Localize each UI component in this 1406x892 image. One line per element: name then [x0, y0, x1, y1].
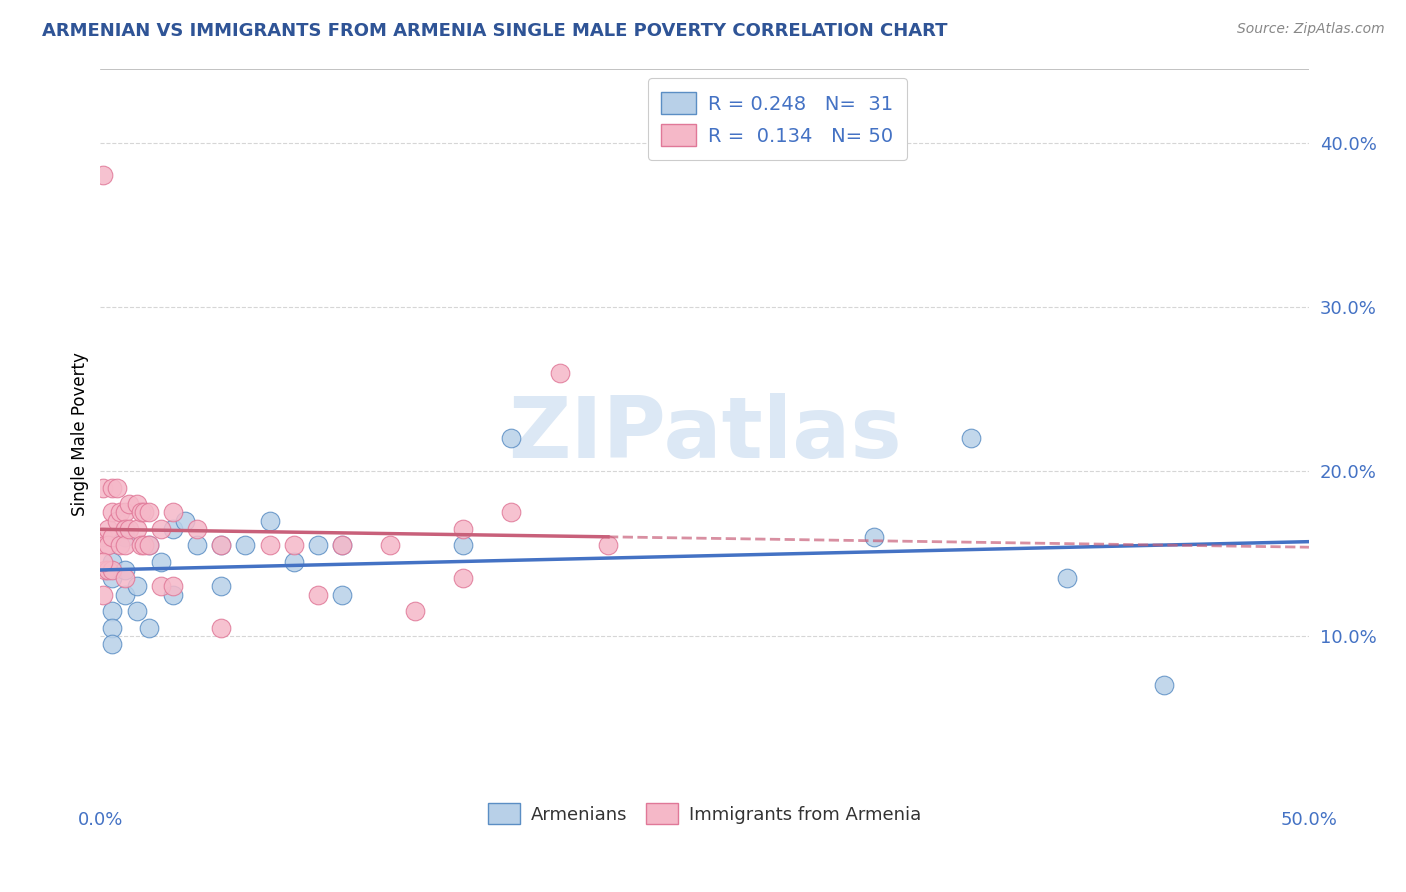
Point: [101, 563, 124, 577]
Point: [114, 522, 136, 536]
Point: [101, 530, 124, 544]
Point: [259, 514, 281, 528]
Point: [125, 579, 148, 593]
Point: [209, 579, 232, 593]
Point: [108, 538, 131, 552]
Point: [114, 530, 136, 544]
Point: [283, 555, 305, 569]
Point: [1056, 571, 1078, 585]
Point: [451, 538, 474, 552]
Point: [118, 497, 141, 511]
Point: [380, 538, 402, 552]
Point: [108, 506, 131, 520]
Point: [131, 538, 153, 552]
Point: [149, 579, 172, 593]
Point: [451, 522, 474, 536]
Text: Source: ZipAtlas.com: Source: ZipAtlas.com: [1237, 22, 1385, 37]
Point: [101, 506, 124, 520]
Point: [451, 571, 474, 585]
Point: [125, 497, 148, 511]
Point: [209, 538, 232, 552]
Point: [174, 514, 197, 528]
Point: [209, 538, 232, 552]
Point: [149, 522, 172, 536]
Point: [114, 506, 136, 520]
Point: [259, 538, 281, 552]
Point: [91, 169, 114, 183]
Point: [114, 588, 136, 602]
Point: [118, 522, 141, 536]
Point: [235, 538, 257, 552]
Point: [149, 555, 172, 569]
Point: [138, 506, 160, 520]
Point: [91, 588, 114, 602]
Point: [548, 366, 571, 380]
Point: [105, 514, 128, 528]
Y-axis label: Single Male Poverty: Single Male Poverty: [72, 352, 89, 516]
Point: [101, 637, 124, 651]
Point: [132, 506, 155, 520]
Point: [162, 579, 184, 593]
Point: [97, 538, 120, 552]
Point: [138, 621, 160, 635]
Point: [94, 563, 117, 577]
Point: [162, 522, 184, 536]
Point: [209, 621, 232, 635]
Point: [863, 530, 886, 544]
Point: [138, 538, 160, 552]
Point: [91, 530, 114, 544]
Point: [162, 506, 184, 520]
Point: [97, 522, 120, 536]
Point: [131, 506, 153, 520]
Point: [101, 604, 124, 618]
Point: [330, 588, 353, 602]
Point: [501, 432, 523, 446]
Point: [186, 538, 208, 552]
Point: [283, 538, 305, 552]
Point: [162, 588, 184, 602]
Point: [307, 538, 329, 552]
Point: [186, 522, 208, 536]
Point: [330, 538, 353, 552]
Point: [125, 604, 148, 618]
Point: [114, 571, 136, 585]
Point: [101, 621, 124, 635]
Point: [404, 604, 426, 618]
Point: [596, 538, 619, 552]
Point: [307, 588, 329, 602]
Point: [501, 506, 523, 520]
Point: [101, 571, 124, 585]
Point: [125, 522, 148, 536]
Point: [132, 538, 155, 552]
Point: [97, 563, 120, 577]
Point: [138, 538, 160, 552]
Point: [1153, 678, 1175, 692]
Point: [91, 555, 114, 569]
Point: [114, 538, 136, 552]
Point: [330, 538, 353, 552]
Text: ARMENIAN VS IMMIGRANTS FROM ARMENIA SINGLE MALE POVERTY CORRELATION CHART: ARMENIAN VS IMMIGRANTS FROM ARMENIA SING…: [42, 22, 948, 40]
Point: [101, 555, 124, 569]
Point: [101, 481, 124, 495]
Point: [91, 481, 114, 495]
Point: [114, 563, 136, 577]
Text: ZIPatlas: ZIPatlas: [508, 392, 901, 475]
Point: [959, 432, 981, 446]
Point: [105, 481, 128, 495]
Point: [94, 538, 117, 552]
Legend: Armenians, Immigrants from Armenia: Armenians, Immigrants from Armenia: [477, 793, 932, 835]
